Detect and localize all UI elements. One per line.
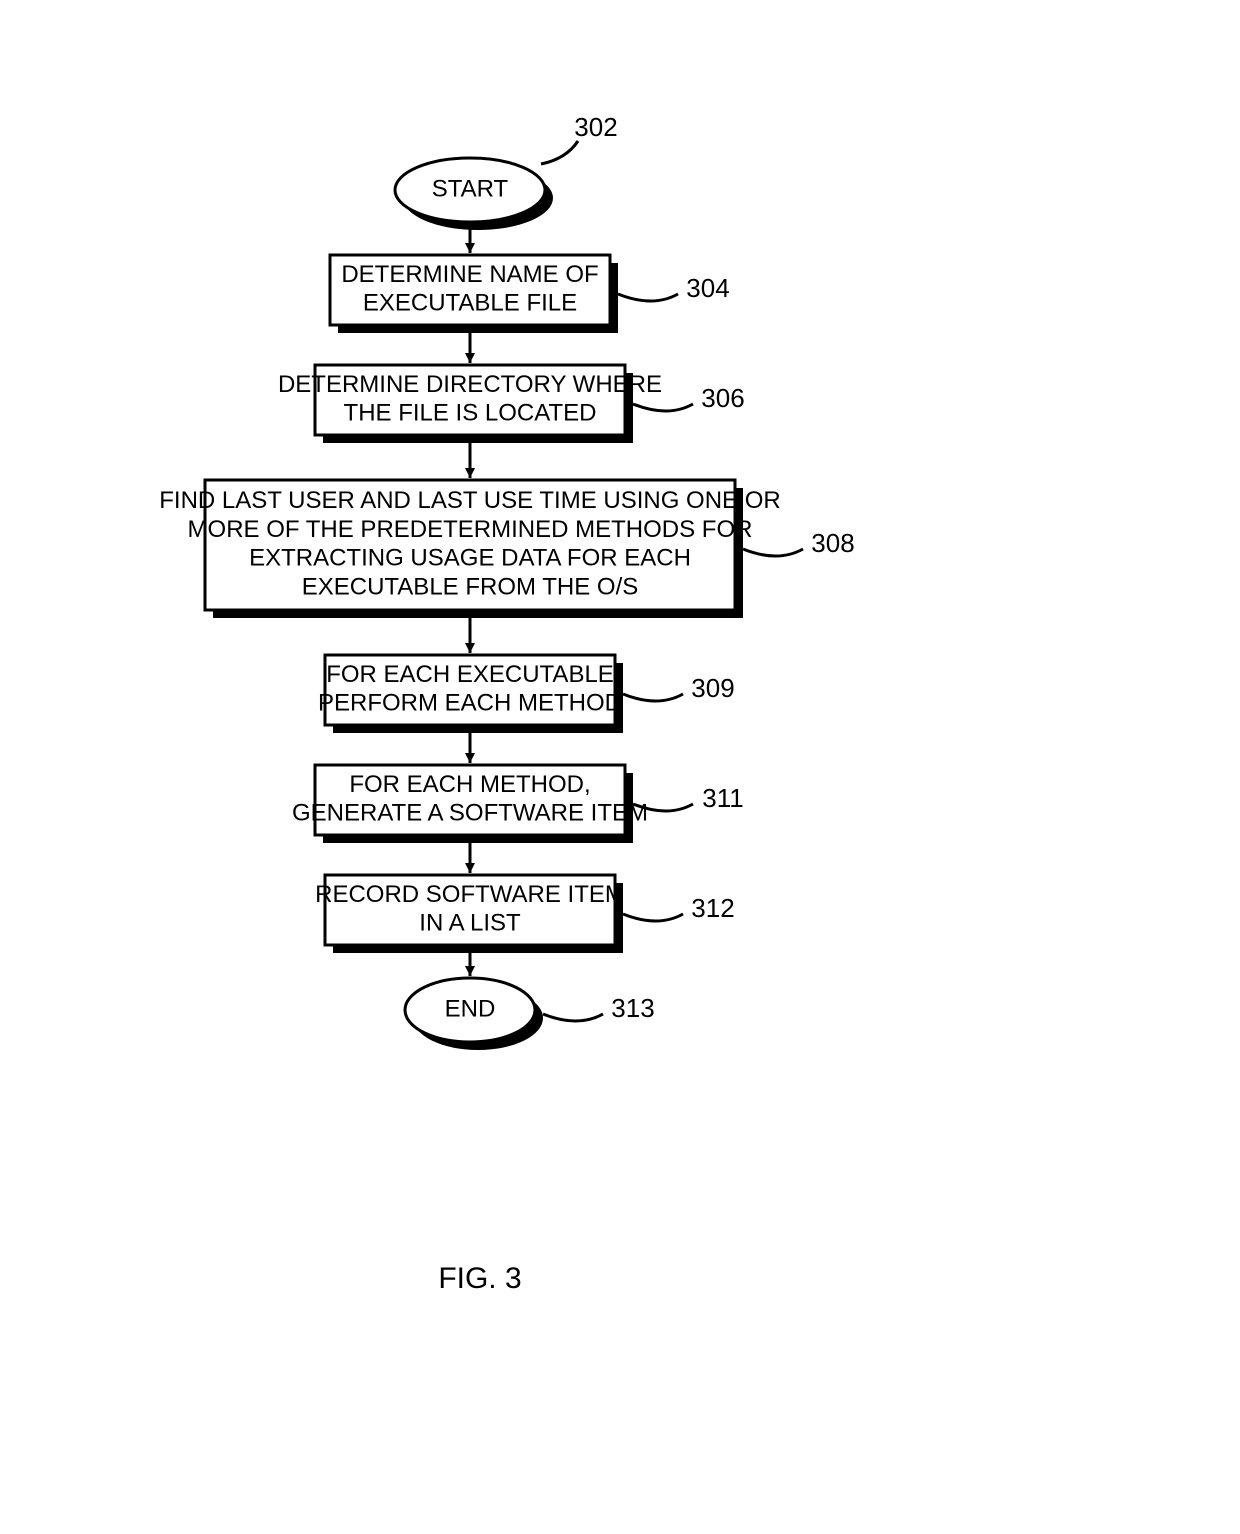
node-n308-line-2: EXTRACTING USAGE DATA FOR EACH: [249, 545, 691, 572]
flowchart-canvas: START 302 DETERMINE NAME OFEXECUTABLE FILE…: [0, 0, 1240, 1534]
label-309: 309: [691, 673, 734, 703]
label-308: 308: [811, 528, 854, 558]
node-n311: FOR EACH METHOD,GENERATE A SOFTWARE ITEM…: [292, 765, 744, 843]
node-n312-line-1: IN A LIST: [419, 910, 521, 937]
node-start-line-0: START: [432, 175, 509, 202]
label-304: 304: [686, 273, 729, 303]
label-306: 306: [701, 383, 744, 413]
node-n308-line-0: FIND LAST USER AND LAST USE TIME USING O…: [159, 487, 780, 514]
node-n312-line-0: RECORD SOFTWARE ITEM: [315, 881, 625, 908]
node-n311-line-0: FOR EACH METHOD,: [349, 771, 590, 798]
node-n309: FOR EACH EXECUTABLEPERFORM EACH METHOD 30…: [318, 655, 735, 733]
label-313: 313: [611, 993, 654, 1023]
label-311: 311: [702, 783, 743, 813]
node-n309-line-0: FOR EACH EXECUTABLE: [326, 661, 614, 688]
node-n306-line-0: DETERMINE DIRECTORY WHERE: [278, 371, 662, 398]
node-n306-line-1: THE FILE IS LOCATED: [344, 400, 597, 427]
node-n311-line-1: GENERATE A SOFTWARE ITEM: [292, 800, 648, 827]
figure-caption: FIG. 3: [438, 1262, 521, 1295]
node-n304-line-1: EXECUTABLE FILE: [363, 290, 577, 317]
label-302: 302: [574, 112, 617, 142]
node-end: END 313: [405, 978, 655, 1050]
node-n312: RECORD SOFTWARE ITEMIN A LIST 312: [315, 875, 735, 953]
node-n308-line-3: EXECUTABLE FROM THE O/S: [302, 574, 639, 601]
node-n308-line-1: MORE OF THE PREDETERMINED METHODS FOR: [188, 516, 753, 543]
label-312: 312: [691, 893, 734, 923]
node-n309-line-1: PERFORM EACH METHOD: [318, 690, 622, 717]
node-start: START 302: [395, 112, 618, 230]
node-end-line-0: END: [445, 995, 496, 1022]
node-n304-line-0: DETERMINE NAME OF: [341, 261, 598, 288]
node-n308: FIND LAST USER AND LAST USE TIME USING O…: [159, 480, 854, 618]
node-n306: DETERMINE DIRECTORY WHERETHE FILE IS LOC…: [278, 365, 745, 443]
node-n304: DETERMINE NAME OFEXECUTABLE FILE 304: [330, 255, 730, 333]
